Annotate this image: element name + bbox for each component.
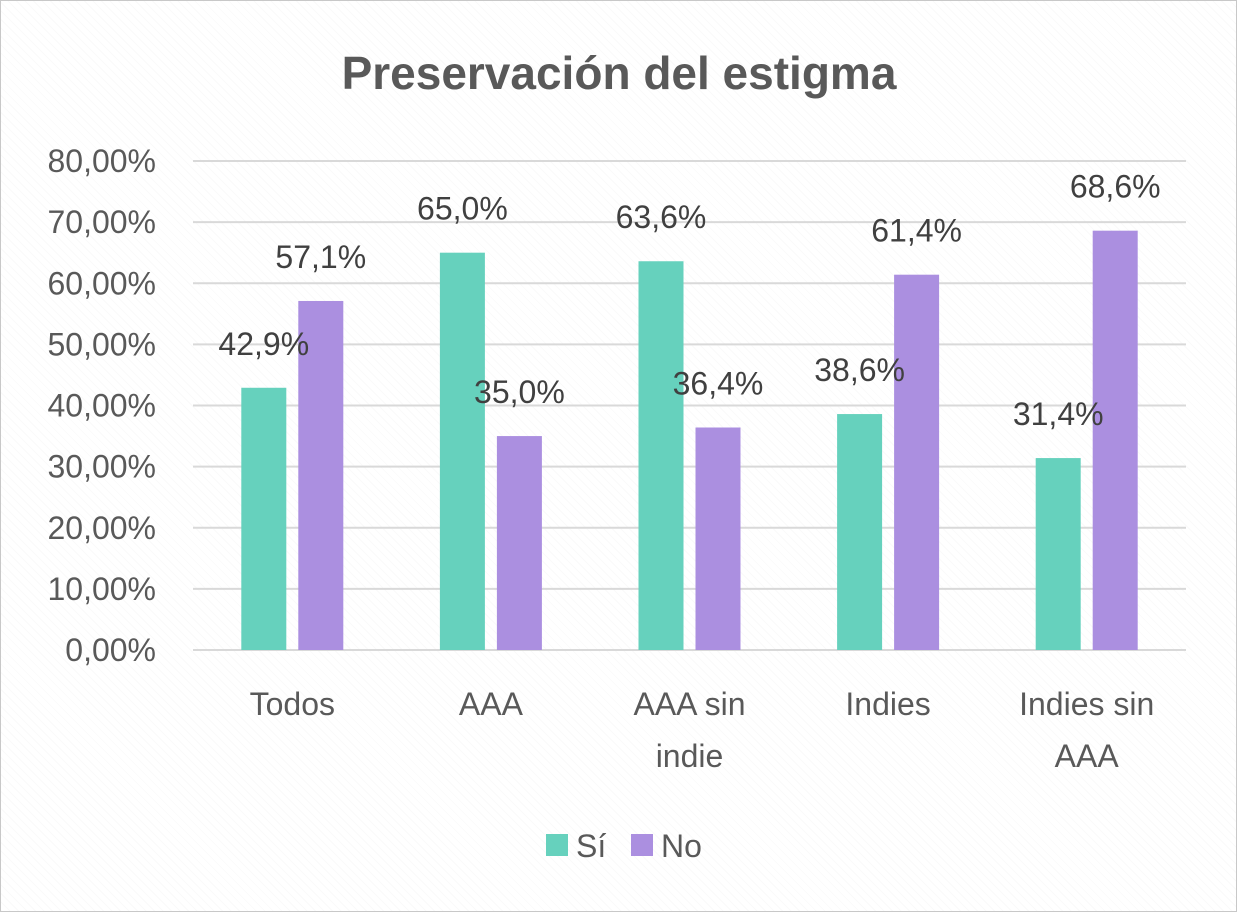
- bar-si-4: [1035, 458, 1081, 650]
- y-axis-tick-labels: 0,00% 10,00% 20,00% 30,00% 40,00% 50,00% 60,00…: [47, 143, 156, 668]
- data-label: 68,6%: [1070, 169, 1161, 205]
- bar-no-1: [496, 436, 542, 650]
- x-category-label: AAA: [459, 686, 524, 722]
- bar-no-0: [298, 300, 344, 650]
- x-category-label: Indies: [845, 686, 930, 722]
- legend: Sí No: [546, 828, 702, 864]
- legend-swatch-si: [546, 834, 568, 856]
- data-label: 38,6%: [814, 352, 905, 388]
- y-tick-label: 70,00%: [47, 204, 156, 240]
- data-labels: 42,9% 57,1% 65,0% 35,0% 63,6% 36,4% 38,6% 61,4%…: [218, 169, 1160, 432]
- bar-no-2: [695, 427, 741, 650]
- bar-si-0: [241, 387, 287, 650]
- x-category-label: Todos: [250, 686, 335, 722]
- x-category-label: AAA: [1055, 738, 1120, 774]
- data-label: 61,4%: [871, 213, 962, 249]
- x-category-label: indie: [656, 738, 724, 774]
- bar-si-3: [837, 414, 883, 650]
- bar-no-3: [894, 274, 940, 650]
- y-tick-label: 20,00%: [47, 510, 156, 546]
- y-tick-label: 60,00%: [47, 265, 156, 301]
- bar-si-1: [439, 252, 485, 650]
- y-tick-label: 50,00%: [47, 326, 156, 362]
- gridlines: [193, 160, 1186, 651]
- legend-swatch-no: [631, 834, 653, 856]
- data-label: 36,4%: [673, 366, 764, 402]
- y-tick-label: 10,00%: [47, 571, 156, 607]
- y-tick-label: 30,00%: [47, 449, 156, 485]
- bar-si-2: [638, 261, 684, 650]
- data-label: 65,0%: [417, 191, 508, 227]
- bar-no-4: [1092, 230, 1138, 650]
- y-tick-label: 40,00%: [47, 388, 156, 424]
- legend-label: No: [661, 828, 702, 864]
- bars: [241, 230, 1138, 650]
- y-tick-label: 80,00%: [47, 143, 156, 179]
- x-axis-category-labels: Todos AAA AAA sin indie Indies Indies sin AAA: [250, 686, 1155, 774]
- data-label: 63,6%: [616, 199, 707, 235]
- data-label: 31,4%: [1013, 396, 1104, 432]
- data-label: 42,9%: [218, 326, 309, 362]
- chart-title: Preservación del estigma: [342, 47, 897, 99]
- x-category-label: AAA sin: [633, 686, 745, 722]
- data-label: 35,0%: [474, 374, 565, 410]
- y-tick-label: 0,00%: [65, 632, 156, 668]
- data-label: 57,1%: [275, 239, 366, 275]
- x-category-label: Indies sin: [1019, 686, 1154, 722]
- legend-label: Sí: [576, 828, 606, 864]
